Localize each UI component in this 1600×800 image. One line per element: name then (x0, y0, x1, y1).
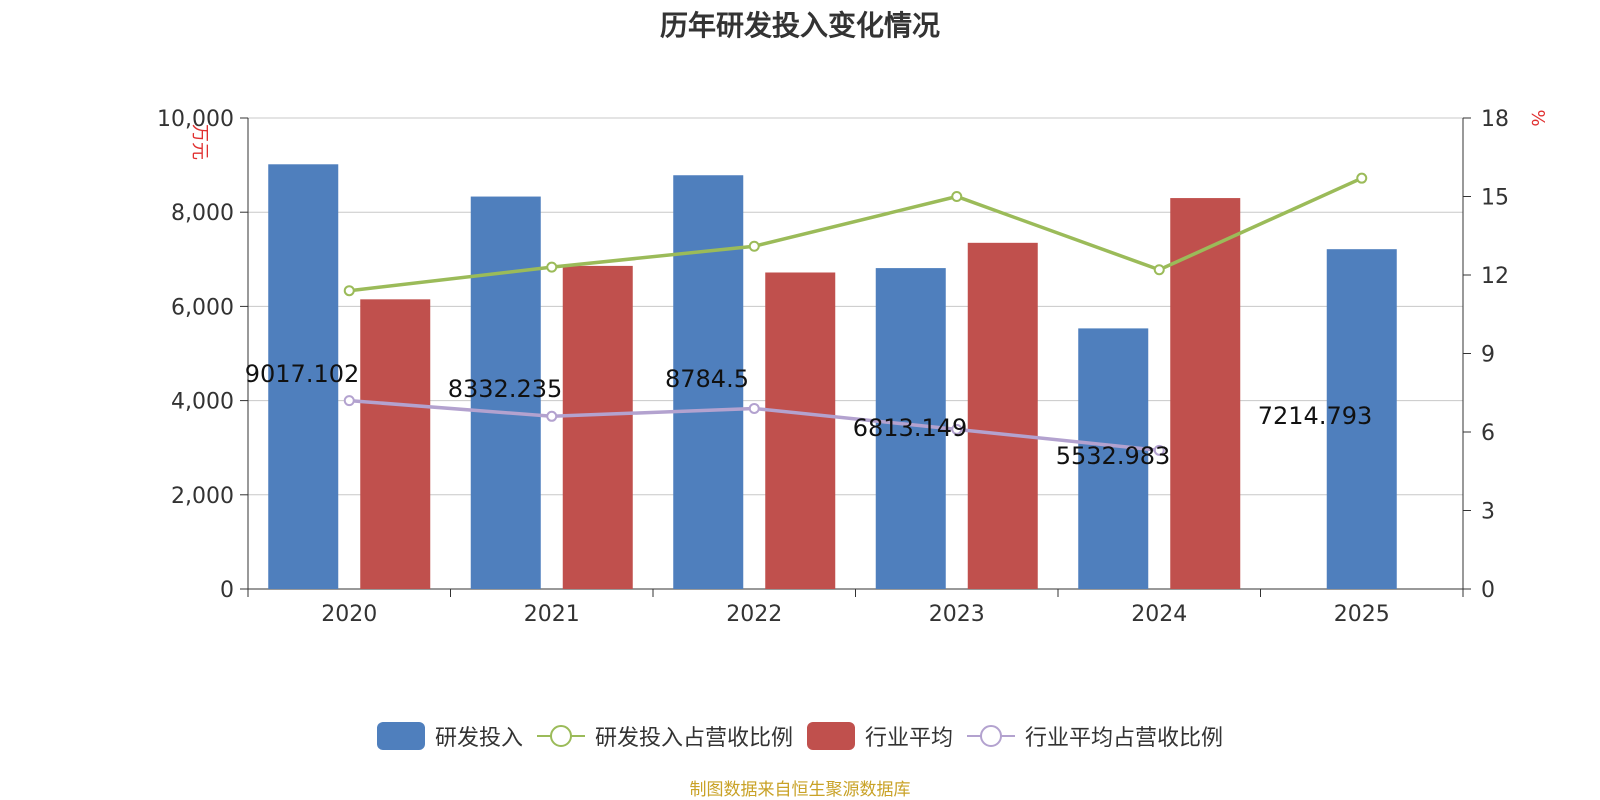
legend-item-industry-ratio[interactable]: 行业平均占营收比例 (967, 720, 1223, 752)
y-left-tick-label: 8,000 (171, 201, 234, 226)
y-left-tick-label: 0 (220, 578, 234, 603)
line-rd-ratio (349, 176, 1363, 293)
y-right-tick-label: 12 (1481, 264, 1509, 289)
bar-rd-investment (673, 175, 744, 589)
data-label-rd-investment: 8332.235 (448, 375, 563, 403)
legend-swatch-industry-ratio (967, 725, 1016, 747)
y-right-tick-label: 0 (1481, 578, 1495, 603)
chart-canvas: 0 2,000 4,000 6,000 8,000 10,000 0 3 6 9 12 15 18 万元%… (157, 107, 1548, 627)
legend-swatch-rd-investment (376, 722, 425, 750)
point-rd-ratio (546, 261, 558, 273)
legend-swatch-rd-ratio (536, 725, 585, 747)
legend-label-industry-ratio: 行业平均占营收比例 (1025, 726, 1224, 751)
bar-industry-average (562, 265, 633, 589)
y-right-tick-label: 15 (1481, 186, 1509, 211)
bar-industry-average (967, 242, 1038, 589)
x-tick-label: 2024 (1131, 602, 1187, 627)
x-tick-label: 2021 (524, 602, 580, 627)
data-label-rd-investment: 9017.102 (245, 360, 360, 388)
y-right-tick-label: 6 (1481, 421, 1495, 446)
point-rd-ratio (748, 240, 760, 252)
legend-item-rd-ratio[interactable]: 研发投入占营收比例 (536, 720, 793, 752)
point-rd-ratio (343, 285, 355, 297)
bar-industry-average (1170, 198, 1241, 589)
bar-rd-investment (1078, 328, 1149, 589)
chart-title: 历年研发投入变化情况 (659, 9, 940, 42)
point-industry-ratio (546, 410, 558, 422)
legend-item-rd-investment[interactable]: 研发投入 (376, 720, 523, 752)
bar-industry-average (765, 272, 836, 589)
source-note: 制图数据来自恒生聚源数据库 (689, 780, 911, 800)
legend-item-industry-average[interactable]: 行业平均 (807, 720, 953, 752)
legend-swatch-industry-average (807, 722, 855, 750)
y-right-tick-label: 3 (1481, 500, 1495, 525)
point-industry-ratio (1153, 444, 1165, 456)
y-left-tick-label: 10,000 (157, 107, 234, 132)
y-right-axis-label: % (1527, 109, 1548, 126)
bar-rd-investment (470, 196, 541, 589)
y-right-tick-label: 9 (1481, 343, 1495, 368)
point-rd-ratio (951, 191, 963, 202)
y-left-axis-label: 万元 (189, 124, 210, 160)
bar-industry-average (360, 299, 431, 589)
data-label-rd-investment: 6813.149 (853, 414, 968, 442)
bar-rd-investment (268, 164, 339, 589)
legend-label-industry-average: 行业平均 (865, 726, 954, 751)
y-left-tick-label: 6,000 (171, 295, 234, 320)
x-tick-label: 2025 (1334, 602, 1390, 627)
point-industry-ratio (951, 423, 963, 435)
x-tick-label: 2022 (726, 602, 782, 627)
bar-rd-investment (1326, 249, 1397, 590)
y-right-tick-label: 18 (1481, 107, 1509, 132)
point-industry-ratio (343, 395, 355, 407)
data-label-rd-investment: 8784.5 (665, 365, 749, 393)
legend-label-rd-ratio: 研发投入占营收比例 (594, 726, 793, 751)
point-industry-ratio (748, 402, 760, 414)
data-label-rd-investment: 7214.793 (1258, 402, 1373, 430)
point-rd-ratio (1356, 172, 1368, 184)
y-left-tick-label: 4,000 (171, 390, 234, 415)
data-label-rd-investment: 5532.983 (1056, 442, 1171, 470)
x-tick-label: 2020 (321, 602, 377, 627)
point-rd-ratio (1153, 264, 1165, 276)
y-left-tick-label: 2,000 (171, 484, 234, 509)
x-tick-label: 2023 (929, 602, 985, 627)
legend: 研发投入 研发投入占营收比例 行业平均 行业平均占营收比例 (0, 720, 1600, 752)
legend-label-rd-investment: 研发投入 (434, 726, 523, 751)
